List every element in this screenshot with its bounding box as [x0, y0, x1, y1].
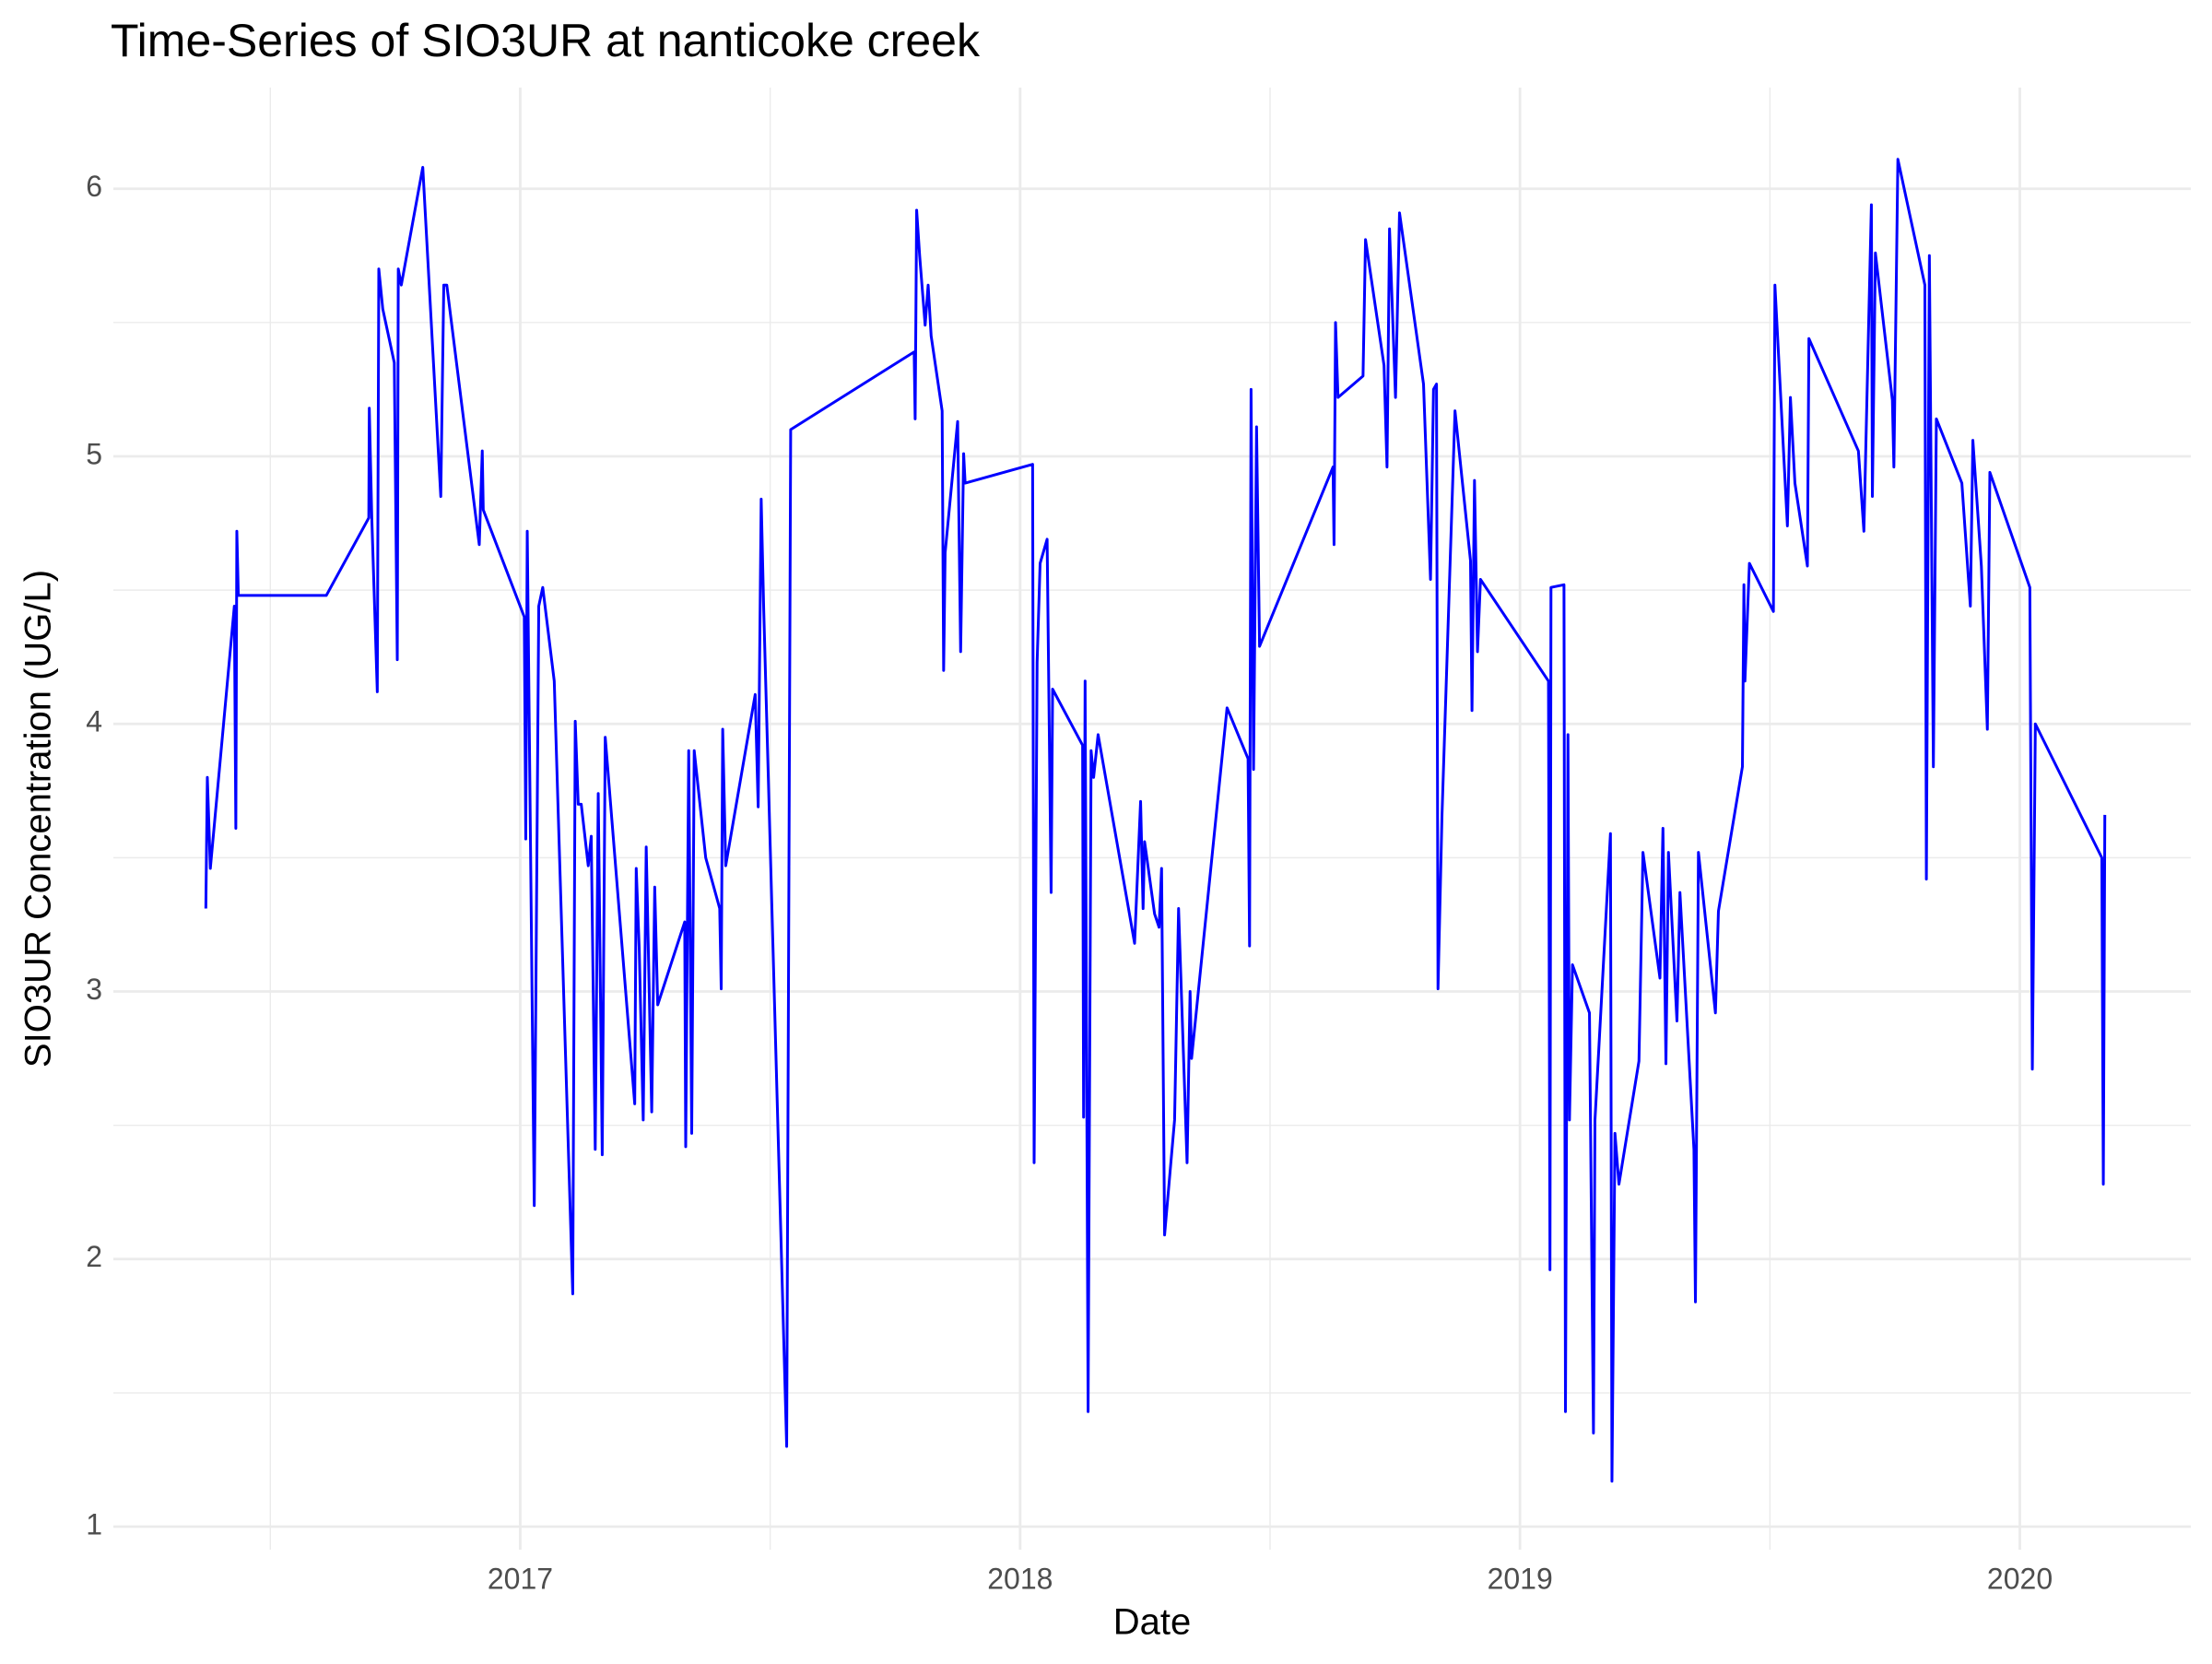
- chart-title: Time-Series of SIO3UR at nanticoke creek: [111, 15, 981, 66]
- y-tick-label: 2: [86, 1240, 102, 1273]
- y-tick-label: 1: [86, 1507, 102, 1540]
- data-line: [204, 158, 2107, 1483]
- y-tick-label: 3: [86, 973, 102, 1006]
- grid: [113, 88, 2191, 1550]
- x-tick-label: 2020: [1987, 1562, 2053, 1595]
- y-axis-title: SIO3UR Concentration (UG/L): [18, 570, 59, 1068]
- y-tick-label: 6: [86, 170, 102, 203]
- y-tick-label: 4: [86, 705, 102, 738]
- x-tick-label: 2018: [987, 1562, 1053, 1595]
- x-tick-label: 2019: [1488, 1562, 1553, 1595]
- y-tick-label: 5: [86, 437, 102, 470]
- plot: [204, 158, 2107, 1483]
- x-tick-label: 2017: [488, 1562, 553, 1595]
- labels: 1 2 3 4 5 6 2017 2018 2019 2020: [86, 170, 2053, 1595]
- x-axis-title: Date: [1113, 1602, 1192, 1643]
